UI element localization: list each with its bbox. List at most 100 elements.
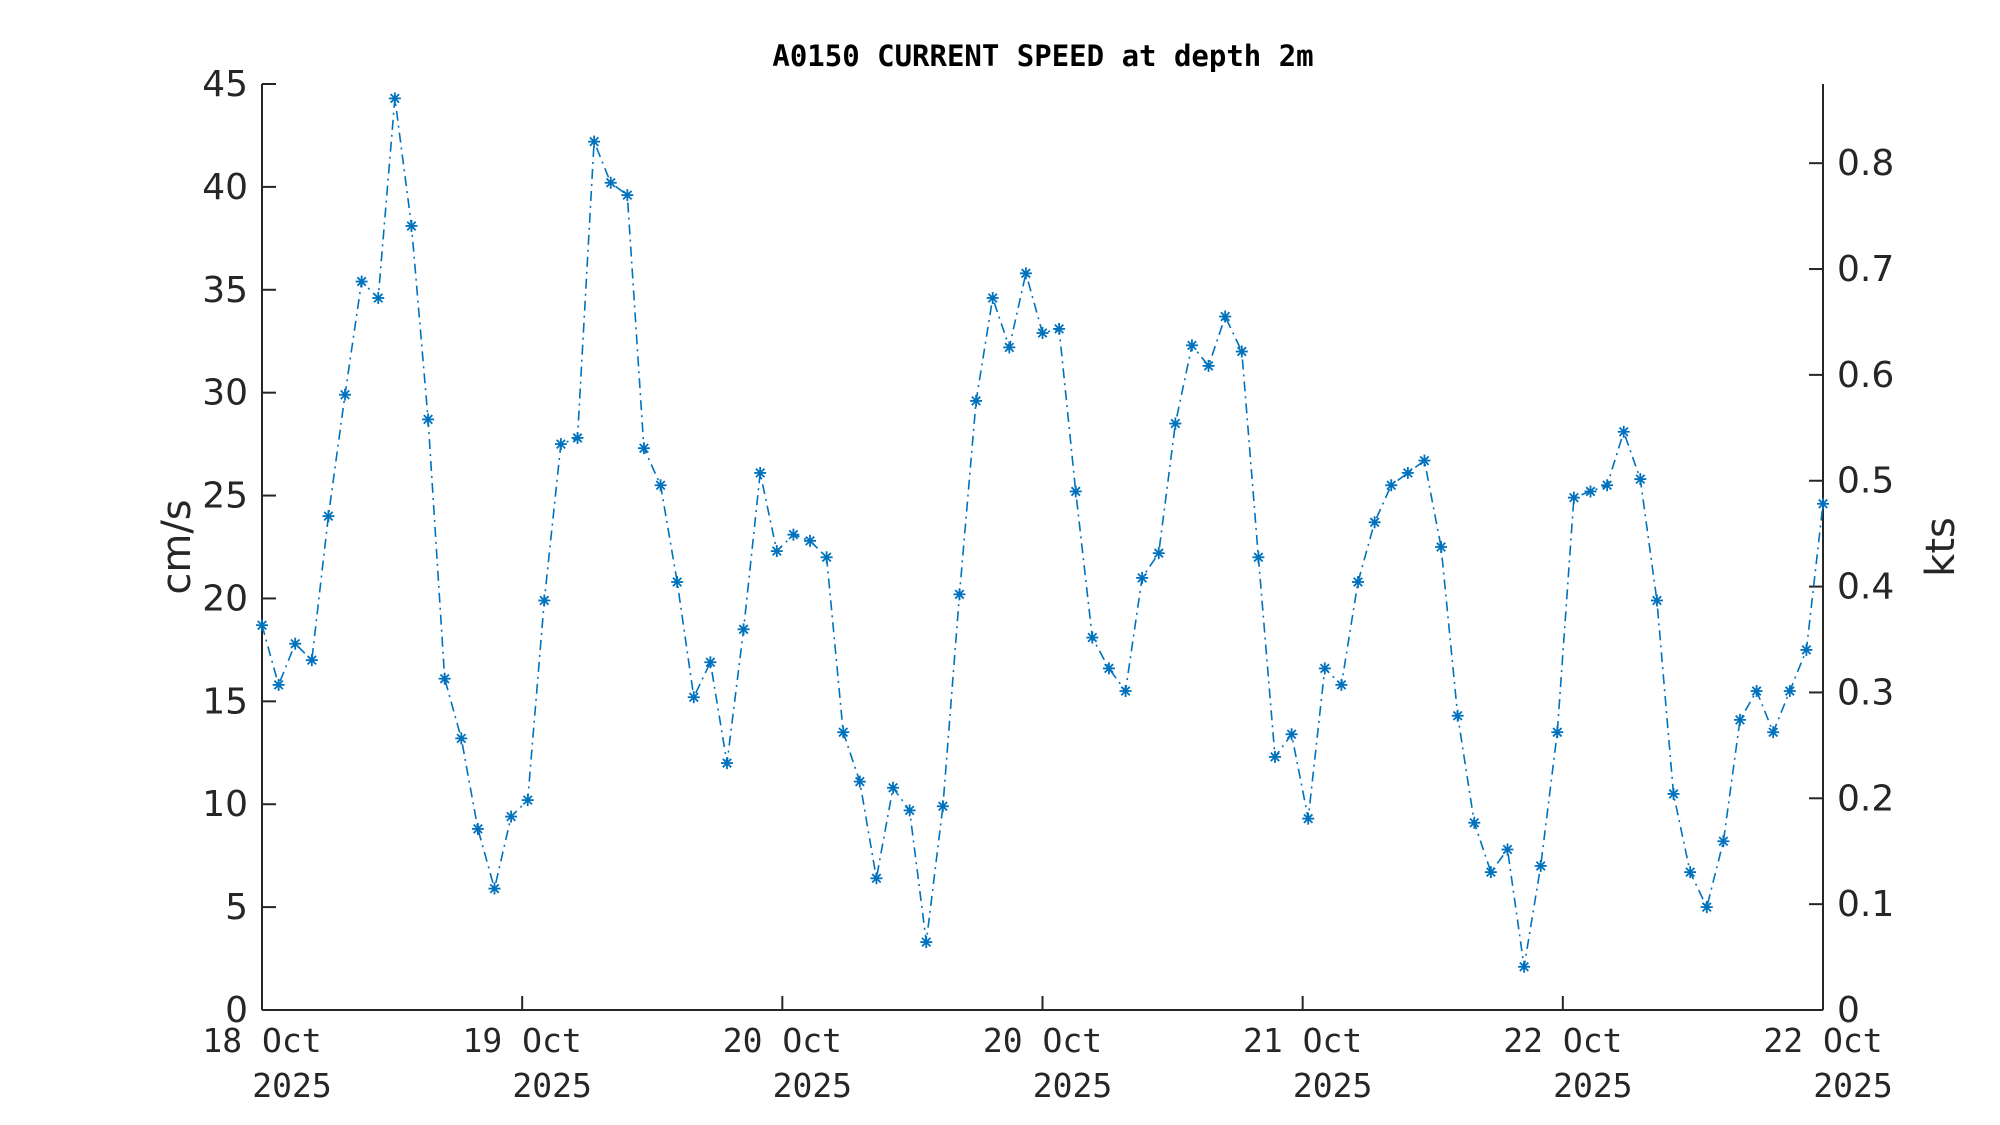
data-point (621, 189, 634, 202)
data-point (1501, 843, 1514, 856)
y-tick-label: 15 (202, 681, 248, 722)
data-point (1086, 631, 1099, 644)
data-point (1817, 497, 1829, 510)
data-point (1551, 726, 1564, 739)
data-point (1053, 322, 1066, 335)
y-tick-label: 25 (202, 476, 248, 517)
data-point (1584, 485, 1597, 498)
x-tick-label-year: 2025 (252, 1066, 331, 1105)
x-tick-label-date: 22 Oct (1763, 1021, 1882, 1060)
y2-axis-label: kts (1918, 517, 1964, 577)
data-point (1268, 750, 1281, 763)
data-point (571, 431, 584, 444)
data-point (820, 551, 833, 564)
data-point (1102, 662, 1115, 675)
y2-tick-label: 0.5 (1837, 461, 1894, 502)
data-point (1617, 425, 1630, 438)
data-point (256, 619, 268, 632)
y2-tick-label: 0.8 (1837, 143, 1894, 184)
data-point (1601, 479, 1614, 492)
data-point (1800, 643, 1813, 656)
data-point (1169, 417, 1182, 430)
data-point (770, 545, 783, 558)
data-point (637, 442, 650, 455)
data-point (953, 588, 966, 601)
data-point (970, 394, 983, 407)
data-point (604, 176, 617, 189)
y-tick-label: 5 (225, 887, 248, 928)
x-tick-label-date: 21 Oct (1243, 1021, 1362, 1060)
data-point (272, 678, 285, 691)
x-tick-label-date: 20 Oct (723, 1021, 842, 1060)
data-point (853, 775, 866, 788)
x-tick-label-date: 22 Oct (1503, 1021, 1622, 1060)
data-point (1650, 594, 1663, 607)
y-tick-label: 10 (202, 784, 248, 825)
data-point (1335, 678, 1348, 691)
data-point (1385, 479, 1398, 492)
data-point (339, 388, 352, 401)
x-tick-label-year: 2025 (773, 1066, 852, 1105)
data-point (1435, 541, 1448, 553)
plot-axes (261, 84, 1824, 1011)
left-y-ticks: 0 5 10 15 20 25 30 35 40 45 (202, 64, 276, 1031)
data-point (787, 528, 800, 541)
x-tick-label-date: 19 Oct (463, 1021, 582, 1060)
y2-tick-label: 0.6 (1837, 355, 1894, 396)
data-point (1684, 866, 1697, 879)
data-point (671, 575, 684, 588)
data-point (1069, 485, 1082, 498)
series-speed (256, 92, 1829, 973)
data-point (1534, 859, 1547, 872)
data-point (986, 292, 999, 305)
data-point (887, 781, 900, 794)
y-tick-label: 45 (202, 64, 248, 105)
data-point (322, 510, 335, 523)
x-tick-label-date: 18 Oct (202, 1021, 321, 1060)
data-point (1352, 575, 1365, 588)
series-line (261, 98, 1824, 967)
data-point (1036, 326, 1049, 339)
y2-tick-label: 0.4 (1837, 567, 1894, 608)
data-point (1567, 491, 1580, 504)
data-point (936, 800, 949, 813)
data-point (1634, 473, 1647, 486)
data-point (1667, 787, 1680, 800)
data-point (1219, 310, 1232, 323)
data-point (1019, 267, 1032, 280)
x-tick-label-year: 2025 (1813, 1066, 1892, 1105)
data-point (870, 872, 883, 885)
x-tick-label-date: 20 Oct (983, 1021, 1102, 1060)
data-point (388, 92, 401, 105)
data-point (1368, 516, 1381, 529)
data-point (1484, 866, 1497, 879)
data-point (588, 135, 601, 148)
data-point (1302, 812, 1315, 825)
data-point (455, 732, 468, 745)
y2-tick-label: 0.1 (1837, 884, 1894, 925)
data-point (372, 292, 385, 305)
data-point (405, 219, 418, 232)
data-point (920, 936, 933, 949)
data-point (1767, 726, 1780, 739)
data-point (1750, 685, 1763, 698)
y-tick-label: 20 (202, 578, 248, 619)
data-point (704, 656, 717, 669)
y2-tick-label: 0.3 (1837, 672, 1894, 713)
data-point (1285, 728, 1298, 741)
x-ticks: 18 Oct 2025 19 Oct 2025 20 Oct 2025 20 Oct 2025… (202, 996, 1893, 1105)
right-y-ticks: 0 0.1 0.2 0.3 0.4 0.5 0.6 0.7 0.8 (1809, 143, 1894, 1031)
data-point (422, 413, 435, 426)
data-point (505, 810, 518, 823)
y-tick-label: 30 (202, 373, 248, 414)
y2-tick-label: 0.7 (1837, 249, 1894, 290)
y-axis-label: cm/s (154, 499, 200, 594)
data-point (1318, 662, 1331, 675)
data-point (1733, 713, 1746, 726)
y-tick-label: 35 (202, 270, 248, 311)
data-point (1418, 454, 1431, 467)
data-point (1468, 816, 1481, 829)
data-point (1717, 835, 1730, 848)
y2-tick-label: 0 (1837, 990, 1860, 1031)
